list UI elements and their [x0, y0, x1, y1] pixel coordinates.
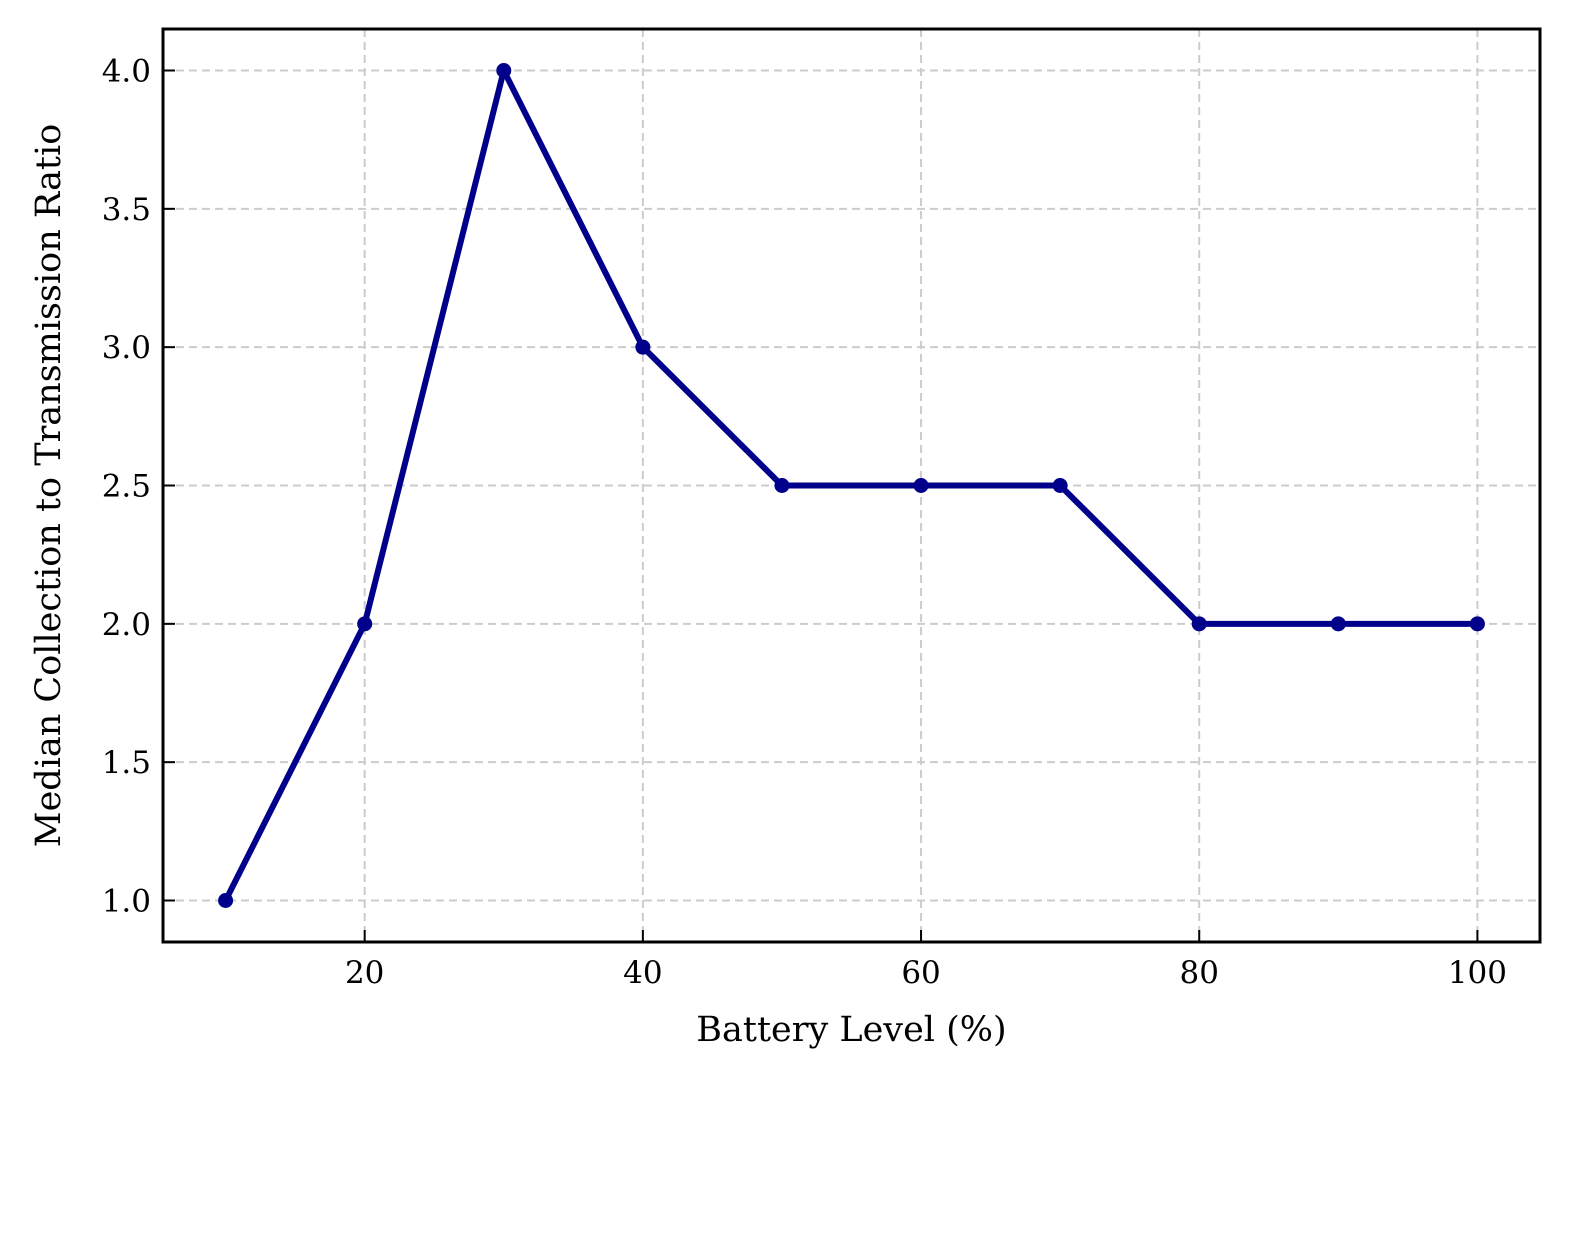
y-axis-label: Median Collection to Transmission Ratio	[29, 124, 69, 848]
x-tick-label: 100	[1448, 955, 1507, 991]
y-tick-label: 2.5	[102, 469, 151, 505]
y-tick-label: 2.0	[102, 607, 151, 643]
data-point	[496, 63, 512, 78]
data-point	[1191, 616, 1207, 632]
ticks: 20 40 60 80 100 1.0 1.5 2.0 2.5 3.0 3.5 4.0	[102, 54, 1507, 992]
data-point	[774, 478, 790, 493]
x-tick-label: 60	[901, 955, 940, 991]
x-tick-label: 20	[345, 955, 384, 991]
y-tick-label: 1.5	[102, 745, 151, 781]
y-tick-label: 3.5	[102, 192, 151, 228]
y-tick-label: 3.0	[102, 330, 151, 366]
data-point	[1052, 478, 1068, 493]
x-tick-label: 40	[623, 955, 662, 991]
data-point	[1330, 616, 1346, 632]
y-tick-label: 1.0	[102, 884, 151, 920]
data-point	[357, 616, 373, 632]
x-axis-label: Battery Level (%)	[696, 1010, 1006, 1050]
x-tick-label: 80	[1180, 955, 1219, 991]
data-point	[913, 478, 929, 493]
y-tick-label: 4.0	[102, 54, 151, 90]
data-point	[635, 339, 651, 355]
data-point	[218, 893, 234, 908]
series-layer	[218, 63, 1485, 908]
data-point	[1469, 616, 1485, 632]
series-line	[222, 67, 1481, 904]
